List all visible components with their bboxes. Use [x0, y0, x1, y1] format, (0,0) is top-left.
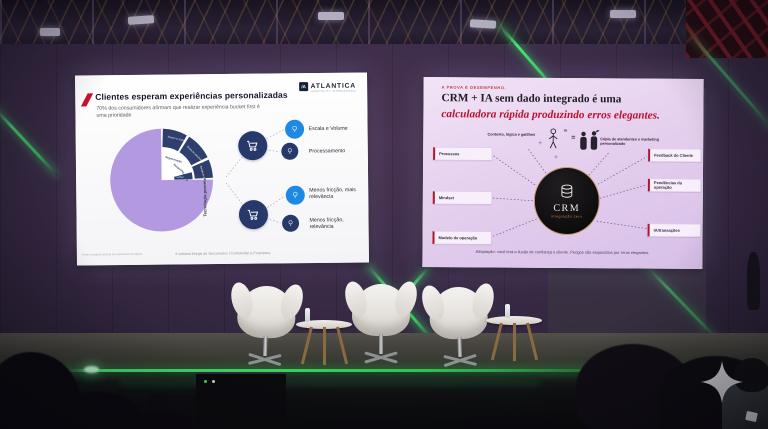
bullet-node — [285, 185, 305, 205]
slide-footer: © Adriana Murgia de Vasconcelos | Confid… — [175, 251, 271, 256]
factor-box: Mindset — [432, 191, 492, 205]
sparkle-watermark-icon — [701, 361, 743, 403]
swan-chair — [348, 284, 414, 364]
ceiling-light — [610, 10, 636, 18]
shopping-cart-icon — [247, 209, 259, 220]
bullet-label: Menos fricção, mais relevância — [309, 186, 356, 200]
presentation-screen-right: A PROVA É DESEMPENHO. CRM + IA sem dado … — [422, 77, 704, 269]
slide-title: Clientes esperam experiências personaliz… — [95, 90, 288, 102]
people-icons — [580, 130, 600, 150]
database-icon — [561, 184, 573, 198]
slide-title-line1: CRM + IA sem dado integrado é uma — [441, 91, 622, 105]
factor-box: Pendências da operação — [647, 178, 701, 192]
side-table — [296, 320, 352, 368]
slide-caption: Adaptação: você terá a ilusão de confian… — [475, 249, 650, 256]
factor-box: Feedback do Cliente — [648, 148, 702, 162]
stage-monitor — [196, 372, 286, 429]
lightbulb-icon — [287, 148, 292, 154]
pie-axis-label: Tecnologia permite que: — [201, 167, 208, 217]
ceiling-light — [40, 28, 60, 36]
audience-silhouette — [128, 412, 192, 429]
audience-silhouette — [460, 416, 556, 429]
bullet-node — [281, 214, 300, 232]
red-truss-structure — [686, 0, 768, 58]
slide-eyebrow: A PROVA É DESEMPENHO. — [441, 85, 507, 91]
led-glow — [84, 366, 99, 373]
ceiling-light — [127, 15, 155, 25]
bullet-node — [284, 119, 305, 139]
bullet-label: Escala e Volume — [308, 125, 348, 132]
atlantica-logo: /A ATLANTICA HOSPITALITY INTERNATIONAL — [299, 82, 357, 93]
crm-center-node: CRM integração zero — [533, 166, 601, 236]
water-bottle — [305, 308, 310, 322]
pie-chart: Impacto no Cliente Escala de atendimento… — [110, 128, 213, 232]
bullet-label: Processamento — [308, 147, 346, 155]
cart-icon-node — [238, 131, 268, 161]
slide-title-line2: calculadora rápida produzindo erros eleg… — [441, 107, 660, 122]
slide-subtitle: 70% dos consumidores afirmam que realiza… — [96, 103, 260, 119]
factor-box: IA/transações — [647, 223, 701, 237]
ceiling-light — [318, 12, 344, 20]
presentation-screen-left: Clientes esperam experiências personaliz… — [75, 72, 369, 266]
atlantica-logo-icon: /A — [299, 82, 309, 92]
person-silhouette-standing — [747, 252, 760, 310]
slide-crm-ia: A PROVA É DESEMPENHO. CRM + IA sem dado … — [422, 77, 704, 269]
equation-right-text: Cópia de atendentes e marketing personal… — [600, 136, 660, 146]
ceiling-light — [469, 19, 497, 29]
audience-silhouette — [330, 420, 400, 429]
factor-box: Modelo de operação — [432, 231, 492, 245]
logo-name: ATLANTICA — [310, 81, 356, 90]
bullet-node — [281, 142, 299, 160]
plus-icon: + — [538, 138, 543, 147]
crm-label: CRM — [553, 202, 581, 214]
slide-personalized-experiences: Clientes esperam experiências personaliz… — [75, 72, 369, 266]
equals-sign: = — [571, 133, 576, 142]
lightbulb-icon — [292, 125, 297, 132]
shopping-cart-icon — [247, 140, 258, 151]
plus-icon: + — [554, 152, 558, 161]
water-bottle — [505, 304, 510, 318]
bullet-label: Menos fricção, relevância — [309, 216, 344, 230]
ia-label: IA — [563, 129, 568, 133]
person-icon — [548, 128, 558, 149]
lightbulb-icon — [288, 220, 293, 226]
swan-chair — [425, 286, 494, 368]
lightbulb-icon — [293, 191, 298, 198]
crm-sublabel: integração zero — [550, 214, 583, 219]
side-table — [486, 316, 542, 364]
swan-chair — [232, 285, 301, 367]
cart-icon-node — [238, 200, 269, 230]
logo-tagline: HOSPITALITY INTERNATIONAL — [310, 89, 357, 93]
equation-left-text: Contexto, lógica e gatilhos — [487, 131, 536, 137]
factor-box: Processos — [433, 147, 493, 161]
red-accent-slash — [80, 93, 94, 107]
